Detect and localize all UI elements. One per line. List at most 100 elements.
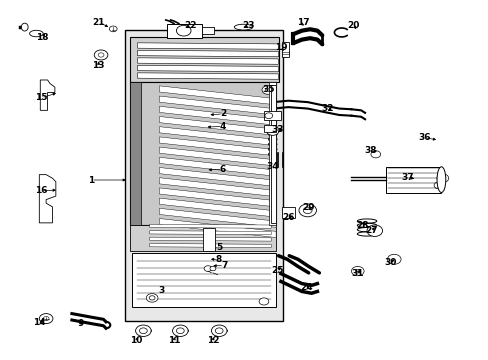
Circle shape <box>139 328 147 334</box>
Circle shape <box>94 50 108 60</box>
Circle shape <box>209 266 215 271</box>
Bar <box>271 85 276 223</box>
Circle shape <box>135 325 151 337</box>
Polygon shape <box>137 73 278 79</box>
Circle shape <box>303 207 311 213</box>
Text: 27: 27 <box>365 226 377 235</box>
Text: 34: 34 <box>266 162 279 171</box>
Polygon shape <box>159 127 276 146</box>
Text: 9: 9 <box>77 319 83 328</box>
Polygon shape <box>159 219 276 238</box>
Polygon shape <box>137 65 278 72</box>
Text: 31: 31 <box>350 269 363 278</box>
Bar <box>131 253 276 307</box>
Circle shape <box>351 266 364 276</box>
Text: 29: 29 <box>302 203 314 212</box>
Polygon shape <box>149 244 271 248</box>
Polygon shape <box>159 198 276 217</box>
Text: 8: 8 <box>215 255 222 264</box>
Polygon shape <box>159 137 276 156</box>
Bar <box>282 42 288 57</box>
Polygon shape <box>137 58 278 64</box>
Polygon shape <box>40 80 55 111</box>
Text: 36: 36 <box>417 133 430 142</box>
Polygon shape <box>39 175 56 223</box>
Ellipse shape <box>21 23 28 31</box>
Bar <box>282 207 294 217</box>
Circle shape <box>39 314 53 324</box>
Text: 32: 32 <box>320 104 333 113</box>
Text: 13: 13 <box>92 61 104 70</box>
Polygon shape <box>137 43 278 49</box>
Bar <box>268 82 276 225</box>
Text: 3: 3 <box>159 286 164 295</box>
Text: 21: 21 <box>92 18 104 27</box>
Circle shape <box>149 296 155 300</box>
Ellipse shape <box>234 24 252 30</box>
Polygon shape <box>159 147 276 166</box>
Text: 15: 15 <box>35 93 47 102</box>
Circle shape <box>386 254 400 264</box>
Polygon shape <box>159 178 276 197</box>
Text: 30: 30 <box>384 258 396 267</box>
Circle shape <box>172 325 188 337</box>
Text: 7: 7 <box>221 261 227 270</box>
Circle shape <box>270 129 275 132</box>
Circle shape <box>203 266 211 271</box>
Circle shape <box>370 151 380 158</box>
Polygon shape <box>159 117 276 135</box>
Circle shape <box>43 316 49 321</box>
Bar <box>130 225 276 251</box>
Circle shape <box>266 126 279 135</box>
Bar <box>264 125 276 132</box>
Text: 19: 19 <box>274 43 286 52</box>
Circle shape <box>262 86 273 94</box>
Circle shape <box>366 225 382 237</box>
Text: 35: 35 <box>262 85 274 94</box>
Text: 26: 26 <box>282 213 294 222</box>
Polygon shape <box>149 231 271 235</box>
Text: 12: 12 <box>206 336 219 345</box>
Text: 25: 25 <box>271 266 283 275</box>
Text: 33: 33 <box>271 125 283 134</box>
Polygon shape <box>159 106 276 125</box>
Circle shape <box>265 88 270 92</box>
Polygon shape <box>137 50 278 57</box>
Text: 37: 37 <box>400 173 413 182</box>
Circle shape <box>211 325 226 337</box>
Circle shape <box>436 174 448 183</box>
Text: 16: 16 <box>35 186 47 195</box>
Bar <box>385 167 441 193</box>
Text: 22: 22 <box>183 21 196 30</box>
Circle shape <box>109 26 117 32</box>
Text: 18: 18 <box>37 33 49 42</box>
Text: 14: 14 <box>33 318 45 327</box>
Text: 38: 38 <box>364 146 376 155</box>
Circle shape <box>433 182 443 189</box>
Text: 1: 1 <box>88 176 94 185</box>
Polygon shape <box>159 188 276 207</box>
Circle shape <box>98 53 104 57</box>
Polygon shape <box>159 208 276 227</box>
Polygon shape <box>159 157 276 176</box>
Bar <box>201 27 213 34</box>
Polygon shape <box>159 167 276 186</box>
Circle shape <box>264 113 272 118</box>
Circle shape <box>259 298 268 305</box>
Text: 4: 4 <box>219 122 225 131</box>
Ellipse shape <box>436 167 445 193</box>
Polygon shape <box>159 86 276 105</box>
Circle shape <box>176 328 184 334</box>
Text: 10: 10 <box>130 336 142 345</box>
Polygon shape <box>159 96 276 115</box>
Circle shape <box>355 269 360 273</box>
Text: 17: 17 <box>296 18 308 27</box>
Text: 6: 6 <box>219 165 225 174</box>
Text: 23: 23 <box>242 21 254 30</box>
Bar <box>264 111 281 120</box>
Text: 28: 28 <box>355 221 367 230</box>
Bar <box>166 23 201 38</box>
Text: 2: 2 <box>220 109 226 118</box>
Circle shape <box>298 204 316 217</box>
Circle shape <box>176 25 191 36</box>
